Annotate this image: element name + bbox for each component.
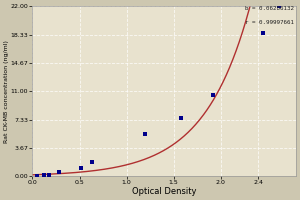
Point bbox=[79, 166, 84, 169]
Text: b = 0.06286132: b = 0.06286132 bbox=[245, 6, 294, 11]
Point bbox=[211, 93, 215, 97]
Point bbox=[35, 174, 40, 177]
Point bbox=[179, 117, 184, 120]
Point bbox=[89, 161, 94, 164]
Point bbox=[143, 132, 148, 135]
Point bbox=[47, 173, 52, 176]
Point bbox=[41, 174, 46, 177]
Text: r = 0.99997661: r = 0.99997661 bbox=[245, 20, 294, 25]
Y-axis label: Rat CK-MB concentration (ng/ml): Rat CK-MB concentration (ng/ml) bbox=[4, 40, 9, 143]
Point bbox=[56, 171, 61, 174]
Point bbox=[260, 32, 265, 35]
Point bbox=[277, 5, 281, 8]
X-axis label: Optical Density: Optical Density bbox=[132, 187, 196, 196]
